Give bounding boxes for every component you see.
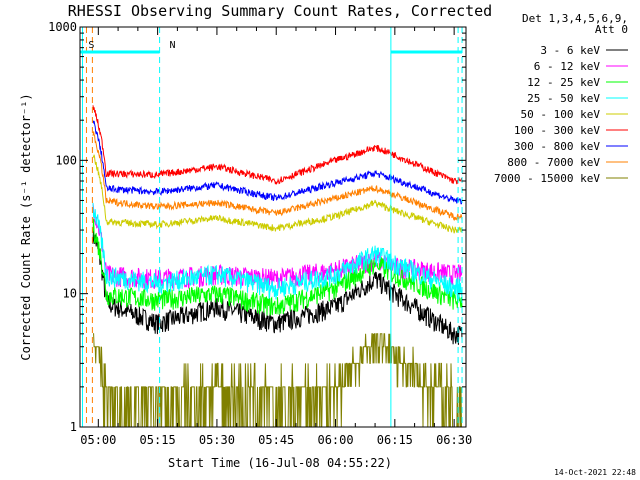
legend-entry-label: 25 - 50 keV	[527, 92, 600, 105]
y-tick-label: 10	[63, 287, 77, 301]
series-line	[92, 225, 463, 345]
legend-entry-label: 6 - 12 keV	[534, 60, 601, 73]
y-tick-label: 1000	[48, 20, 77, 34]
x-tick-label: 06:00	[317, 433, 353, 447]
series-lines	[92, 105, 463, 428]
timestamp: 14-Oct-2021 22:48	[554, 468, 636, 477]
legend-header: Att 0	[595, 23, 628, 36]
flag-annotation: S	[88, 40, 94, 51]
legend-header: Det 1,3,4,5,6,9,	[522, 12, 628, 25]
legend-entry-label: 50 - 100 keV	[521, 108, 601, 121]
chart-title: RHESSI Observing Summary Count Rates, Co…	[68, 2, 492, 20]
series-line	[92, 120, 463, 205]
legend-entry-label: 100 - 300 keV	[514, 124, 600, 137]
x-tick-label: 05:45	[258, 433, 294, 447]
x-tick-label: 06:15	[377, 433, 413, 447]
series-line	[92, 218, 463, 316]
legend-entry-label: 7000 - 15000 keV	[494, 172, 600, 185]
y-tick-label: 100	[55, 153, 77, 167]
series-line	[92, 131, 463, 222]
series-line	[92, 154, 463, 234]
plot-frame	[79, 26, 467, 428]
legend-entry-label: 12 - 25 keV	[527, 76, 600, 89]
legend: Det 1,3,4,5,6,9,Att 0 3 - 6 keV 6 - 12 keV…	[494, 12, 628, 185]
x-tick-label: 05:15	[140, 433, 176, 447]
y-tick-label: 1	[70, 420, 77, 434]
series-line	[93, 333, 462, 428]
flag-annotation: N	[169, 40, 175, 51]
x-axis-label: Start Time (16-Jul-08 04:55:22)	[168, 456, 392, 470]
legend-entry-label: 800 - 7000 keV	[507, 156, 600, 169]
axes: 05:00 05:15 05:30 05:45 06:00 06:15 06:30 1 10 10…	[48, 20, 472, 447]
legend-entry-label: 300 - 800 keV	[514, 140, 600, 153]
x-tick-label: 06:30	[436, 433, 472, 447]
y-axis-label: Corrected Count Rate (s⁻¹ detector⁻¹)	[19, 93, 33, 360]
series-line	[92, 202, 463, 300]
legend-entry-label: 3 - 6 keV	[540, 44, 600, 57]
x-tick-label: 05:00	[80, 433, 116, 447]
series-line	[92, 105, 463, 185]
x-tick-label: 05:30	[199, 433, 235, 447]
